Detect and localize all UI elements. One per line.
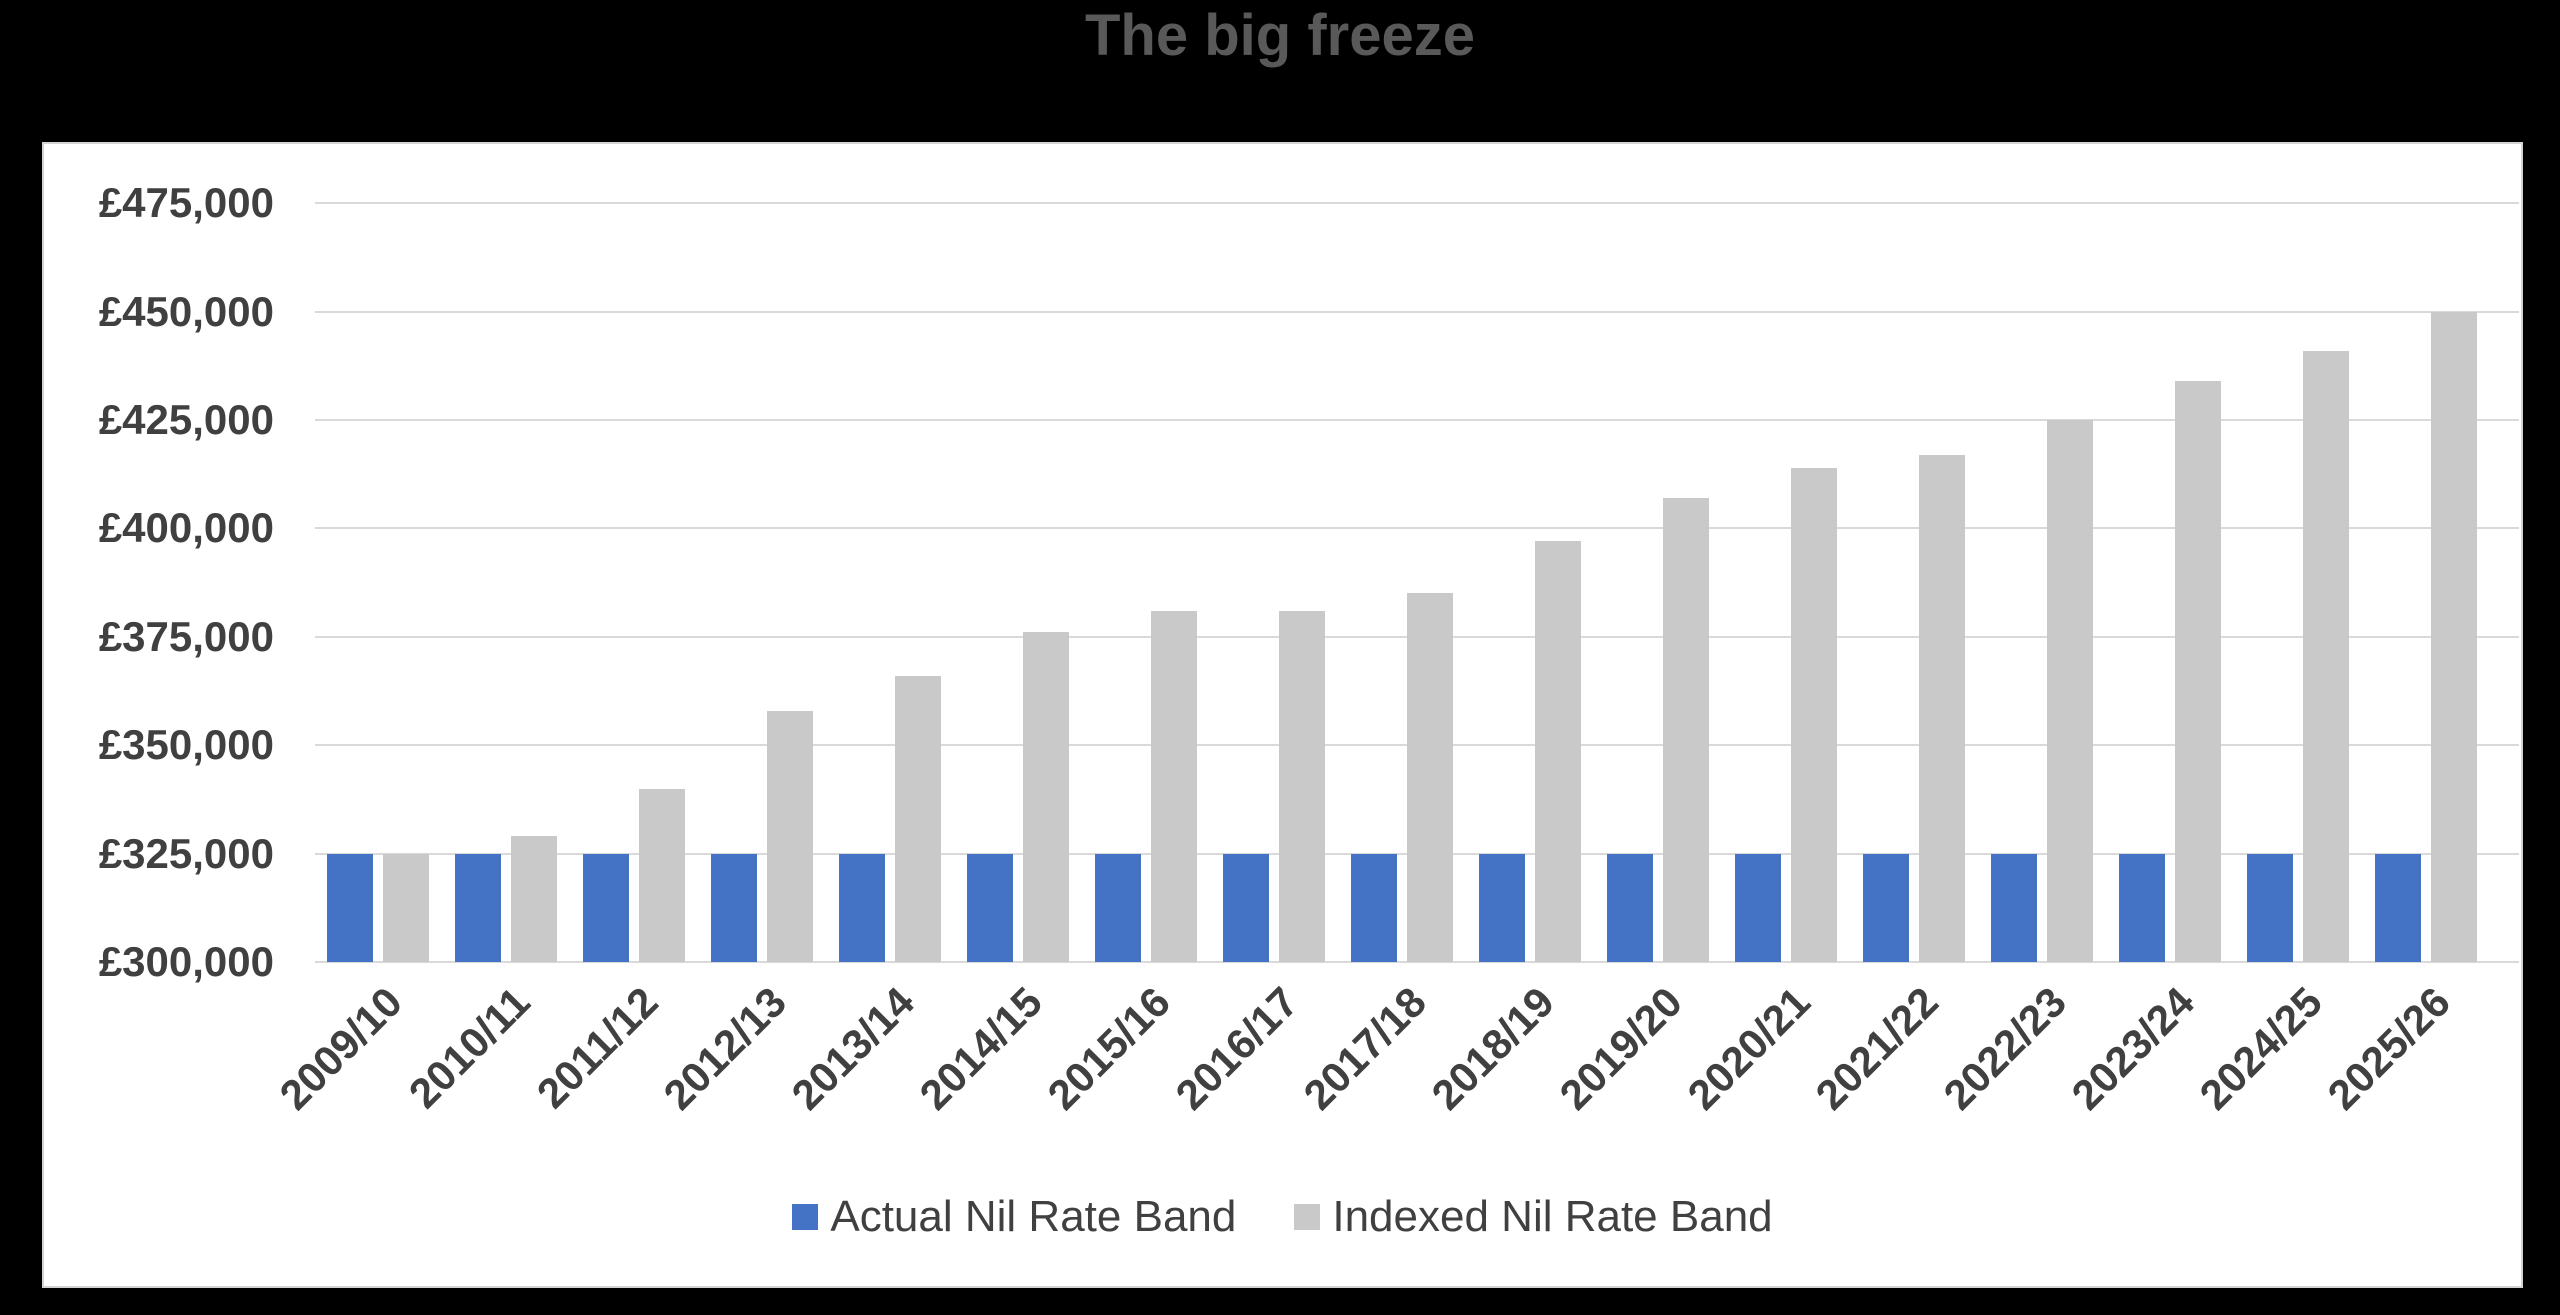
y-tick-label: £350,000 [98,721,274,769]
plot-panel: £300,000 £325,000 £350,000 £375,000 £400,000… [42,142,2523,1288]
bar-indexed-2014-15 [1023,632,1069,962]
bar-indexed-2023-24 [2175,380,2221,962]
legend-item: Indexed Nil Rate Band [1294,1192,1773,1242]
legend-label: Actual Nil Rate Band [830,1192,1237,1241]
y-tick-label: £325,000 [98,829,274,877]
legend-swatch [792,1204,819,1230]
bar-actual-2009-10 [327,853,373,962]
bar-actual-2016-17 [1223,853,1269,962]
bar-indexed-2020-21 [1791,467,1837,962]
y-tick-label: £300,000 [98,938,274,985]
x-tick-label: 2010/11 [400,978,540,1117]
legend: Actual Nil Rate Band Indexed Nil Rate Ban… [44,1192,2521,1242]
bar-actual-2012-13 [711,853,757,962]
bar-actual-2013-14 [839,853,885,962]
bar-indexed-2010-11 [511,836,557,962]
bar-indexed-2009-10 [383,853,429,962]
legend-item: Actual Nil Rate Band [792,1192,1236,1242]
gridline [315,202,2519,205]
bar-actual-2023-24 [2119,853,2165,962]
chart-title: The big freeze [1085,3,1475,68]
bar-indexed-2025-26 [2431,311,2477,962]
y-tick-label: £375,000 [98,612,274,660]
y-tick-label: £425,000 [98,396,274,443]
bar-actual-2011-12 [583,853,629,962]
bar-indexed-2016-17 [1279,610,1325,962]
x-tick-label: 2012/13 [654,978,796,1119]
bar-actual-2014-15 [967,853,1013,962]
y-tick-label: £400,000 [98,504,274,552]
x-tick-label: 2014/15 [910,978,1052,1119]
x-tick-label: 2020/21 [1678,978,1820,1119]
bar-indexed-2011-12 [639,788,685,962]
bar-indexed-2012-13 [767,710,813,962]
bar-actual-2018-19 [1479,853,1525,962]
x-tick-label: 2019/20 [1550,978,1692,1119]
y-tick-label: £475,000 [98,179,274,227]
bar-actual-2025-26 [2375,853,2421,962]
legend-label: Indexed Nil Rate Band [1332,1192,1773,1241]
bar-actual-2010-11 [455,853,501,962]
bar-actual-2017-18 [1351,853,1397,962]
bar-actual-2024-25 [2247,853,2293,962]
gridline [315,310,2519,313]
gridline [315,527,2519,530]
x-tick-label: 2021/22 [1806,978,1948,1119]
bar-indexed-2019-20 [1663,498,1709,962]
x-tick-label: 2016/17 [1166,978,1308,1119]
bar-actual-2021-22 [1863,853,1909,962]
bar-indexed-2024-25 [2303,350,2349,962]
gridline [315,961,2519,963]
bar-indexed-2015-16 [1151,610,1197,962]
bar-actual-2019-20 [1607,853,1653,962]
x-tick-label: 2017/18 [1294,978,1436,1119]
bar-indexed-2022-23 [2047,420,2093,962]
x-tick-label: 2023/24 [2062,978,2204,1119]
bar-indexed-2017-18 [1407,593,1453,962]
bar-actual-2020-21 [1735,853,1781,962]
x-tick-label: 2024/25 [2190,978,2332,1119]
x-tick-label: 2025/26 [2318,978,2460,1119]
bar-indexed-2018-19 [1535,541,1581,962]
legend-swatch [1294,1204,1321,1230]
x-tick-label: 2009/10 [270,978,412,1119]
bar-indexed-2021-22 [1919,454,1965,962]
x-tick-label: 2022/23 [1934,978,2076,1119]
y-tick-label: £450,000 [98,287,274,335]
x-tick-label: 2018/19 [1422,978,1564,1119]
bar-actual-2015-16 [1095,853,1141,962]
gridline [315,419,2519,421]
x-tick-label: 2013/14 [782,978,924,1119]
x-tick-label: 2011/12 [528,978,668,1117]
bar-indexed-2013-14 [895,675,941,962]
bar-actual-2022-23 [1991,853,2037,962]
x-tick-label: 2015/16 [1038,978,1180,1119]
